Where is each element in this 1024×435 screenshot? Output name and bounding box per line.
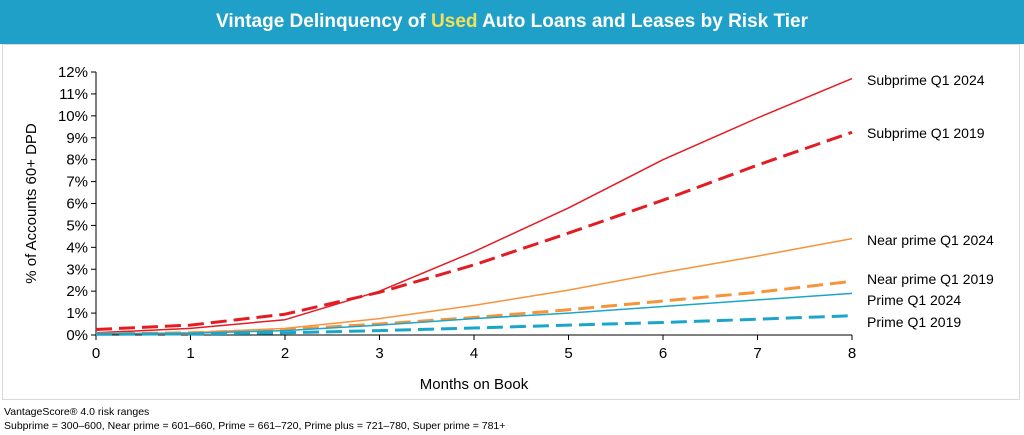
footnote-risk-ranges: Subprime = 300–600, Near prime = 601–660…	[4, 420, 506, 432]
y-tick-label: 12%	[58, 64, 88, 81]
x-tick-label: 5	[564, 345, 572, 362]
series-label-prime-q1-2019: Prime Q1 2019	[867, 314, 961, 330]
y-tick-label: 9%	[66, 130, 88, 147]
y-tick-label: 5%	[66, 217, 88, 234]
x-tick-label: 4	[470, 345, 478, 362]
series-label-prime-q1-2024: Prime Q1 2024	[867, 292, 961, 308]
series-line-subprime-q1-2024	[95, 77, 853, 334]
y-tick-label: 4%	[66, 239, 88, 256]
x-tick-label: 7	[753, 345, 761, 362]
series-line-prime-q1-2019	[95, 314, 853, 336]
title-highlight-used: Used	[431, 11, 478, 32]
y-tick-label: 10%	[58, 108, 88, 125]
y-tick-label: 7%	[66, 174, 88, 191]
series-line-near-prime-q1-2024	[95, 237, 853, 335]
series-label-near-prime-q1-2019: Near prime Q1 2019	[867, 271, 994, 287]
series-label-near-prime-q1-2024: Near prime Q1 2024	[867, 232, 994, 248]
y-tick-label: 3%	[66, 261, 88, 278]
series-label-subprime-q1-2019: Subprime Q1 2019	[867, 125, 985, 141]
x-tick-label: 0	[92, 345, 100, 362]
y-tick-label: 8%	[66, 152, 88, 169]
series-line-subprime-q1-2019	[95, 130, 853, 331]
x-tick-label: 6	[659, 345, 667, 362]
x-tick-label: 8	[848, 345, 856, 362]
y-axis-label: % of Accounts 60+ DPD	[23, 123, 40, 284]
y-tick-label: 2%	[66, 283, 88, 300]
chart-frame	[2, 44, 1020, 400]
y-tick-label: 6%	[66, 196, 88, 213]
x-tick-label: 2	[281, 345, 289, 362]
x-tick-label: 1	[186, 345, 194, 362]
title-text-before: Vintage Delinquency of	[216, 11, 432, 32]
y-tick-label: 0%	[66, 327, 88, 344]
y-tick-label: 1%	[66, 305, 88, 322]
footnote-risk-ranges-title: VantageScore® 4.0 risk ranges	[4, 406, 150, 418]
x-tick-label: 3	[375, 345, 383, 362]
x-axis-label: Months on Book	[420, 376, 529, 393]
title-text-after: Auto Loans and Leases by Risk Tier	[477, 11, 808, 32]
chart-title: Vintage Delinquency of Used Auto Loans a…	[0, 0, 1024, 44]
series-label-subprime-q1-2024: Subprime Q1 2024	[867, 72, 985, 88]
y-tick-label: 11%	[59, 86, 88, 103]
